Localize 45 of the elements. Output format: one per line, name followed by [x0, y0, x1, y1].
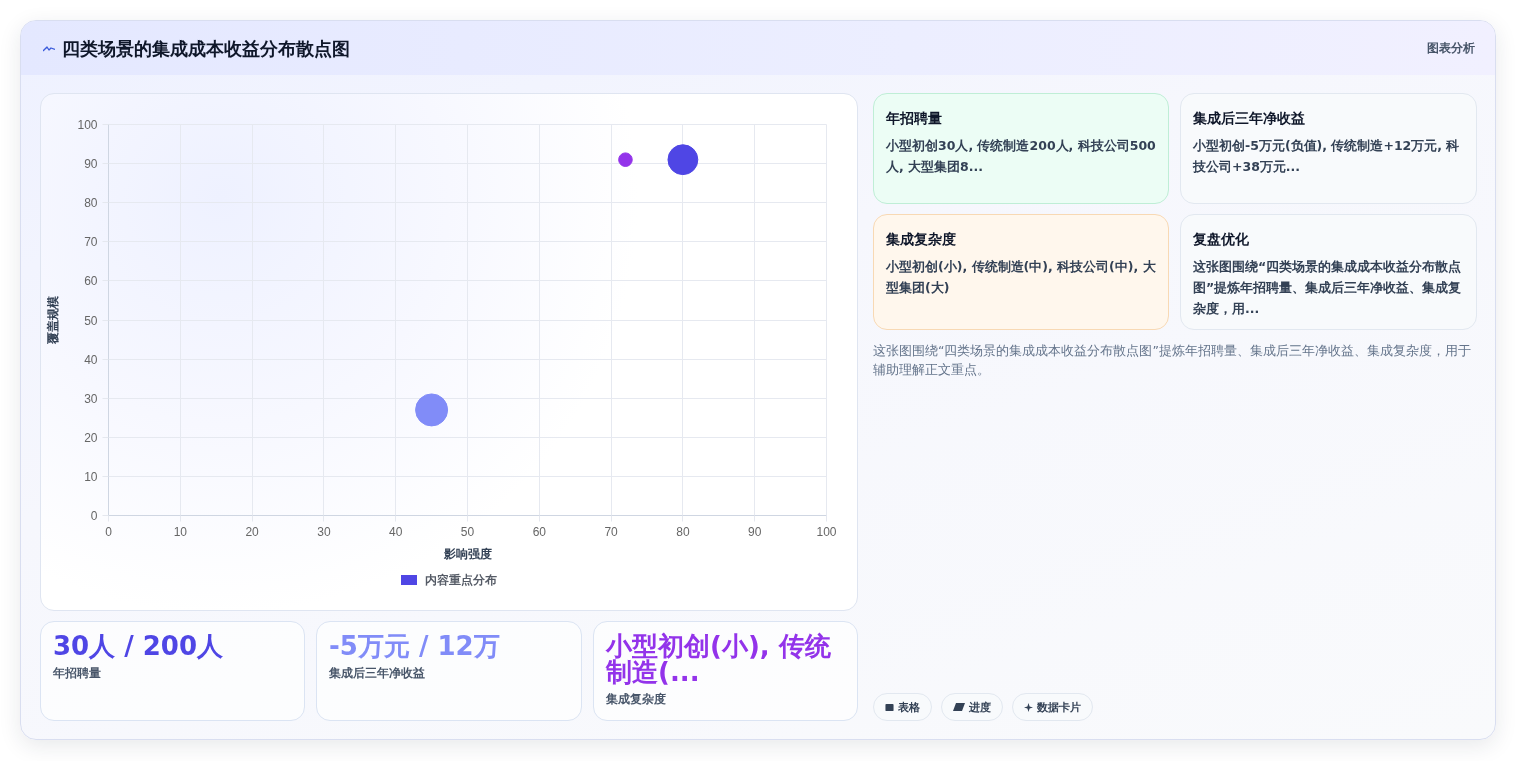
- text: 集成复杂度: [886, 230, 957, 249]
- x-axis-title: 影响强度: [442, 546, 492, 561]
- x-tick-label: 10: [173, 524, 188, 539]
- x-tick-label: 0: [105, 524, 113, 539]
- text: 年招聘量: [886, 109, 943, 128]
- text: 小型初创30人, 传统制造200人, 科技公司500人, 大型集团8...: [886, 137, 1156, 176]
- y-tick-label: 100: [77, 118, 98, 132]
- text: 进度: [969, 699, 991, 715]
- text: 表格: [898, 699, 920, 715]
- y-tick-label: 80: [84, 196, 98, 211]
- legend-label: 内容重点分布: [425, 573, 497, 587]
- y-tick-label: 0: [90, 509, 98, 523]
- x-tick-label: 60: [532, 524, 547, 539]
- text: 小型初创-5万元(负值), 传统制造+12万元, 科技公司+38万元...: [1193, 137, 1461, 176]
- y-tick-label: 20: [84, 430, 98, 445]
- y-tick-label: 90: [84, 157, 98, 172]
- chart-title: 四类场景的集成成本收益分布散点图: [62, 37, 350, 61]
- text: 这张图围绕“四类场景的集成成本收益分布散点图”提炼年招聘量、集成后三年净收益、集成复杂度，用于辅助理解正文重点。: [873, 342, 1472, 379]
- text: 小型初创(小), 传统制造(中), 科技公司(中), 大型集团(大): [886, 258, 1156, 297]
- text: 小型初创(小), 传统制造(...: [606, 631, 832, 687]
- x-tick-label: 70: [604, 524, 619, 539]
- x-tick-label: 50: [460, 524, 475, 539]
- x-tick-label: 80: [676, 524, 690, 539]
- y-tick-label: 10: [84, 469, 98, 484]
- text: 这张图围绕“四类场景的集成成本收益分布散点图”提炼年招聘量、集成后三年净收益、集成复杂度，用...: [1193, 258, 1463, 318]
- x-tick-label: 100: [816, 524, 837, 539]
- text: 集成后三年净收益: [1193, 109, 1306, 128]
- y-axis-title: 覆盖规模: [46, 296, 61, 345]
- y-tick-label: 50: [84, 313, 98, 328]
- text: 集成后三年净收益: [329, 665, 426, 681]
- y-tick-label: 30: [84, 391, 98, 406]
- text: -5万元 / 12万: [329, 631, 501, 661]
- x-tick-label: 40: [389, 524, 403, 539]
- text: 数据卡片: [1037, 699, 1081, 715]
- y-tick-label: 40: [84, 352, 98, 367]
- y-tick-label: 70: [84, 235, 98, 250]
- y-tick-label: 60: [84, 274, 98, 289]
- text: 复盘优化: [1193, 230, 1250, 249]
- x-tick-label: 20: [245, 524, 260, 539]
- x-tick-label: 30: [317, 524, 331, 539]
- text: 年招聘量: [53, 665, 102, 681]
- text: 30人 / 200人: [53, 631, 225, 661]
- x-tick-label: 90: [748, 524, 762, 539]
- text: 集成复杂度: [606, 691, 667, 707]
- text: 图表分析: [1427, 40, 1475, 56]
